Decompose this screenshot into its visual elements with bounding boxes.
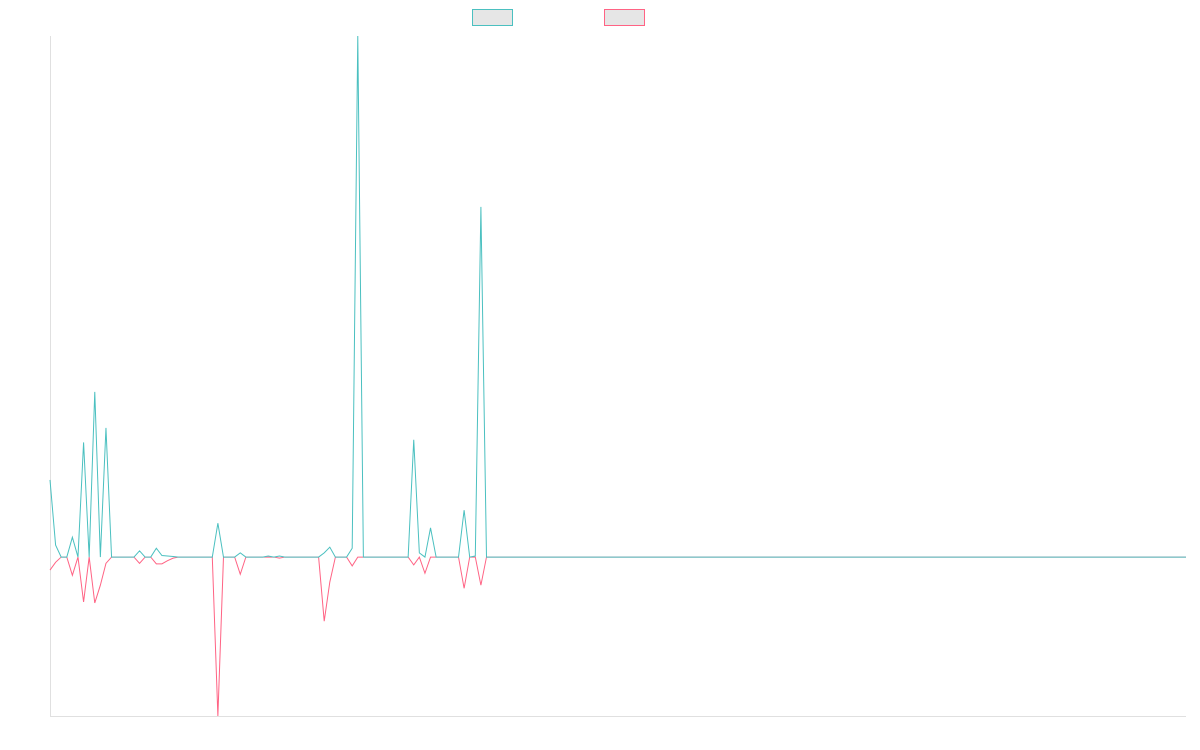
line-series xyxy=(49,35,1186,558)
legend-swatch xyxy=(472,9,513,26)
line-series xyxy=(49,555,1186,717)
legend-swatch xyxy=(604,9,645,26)
